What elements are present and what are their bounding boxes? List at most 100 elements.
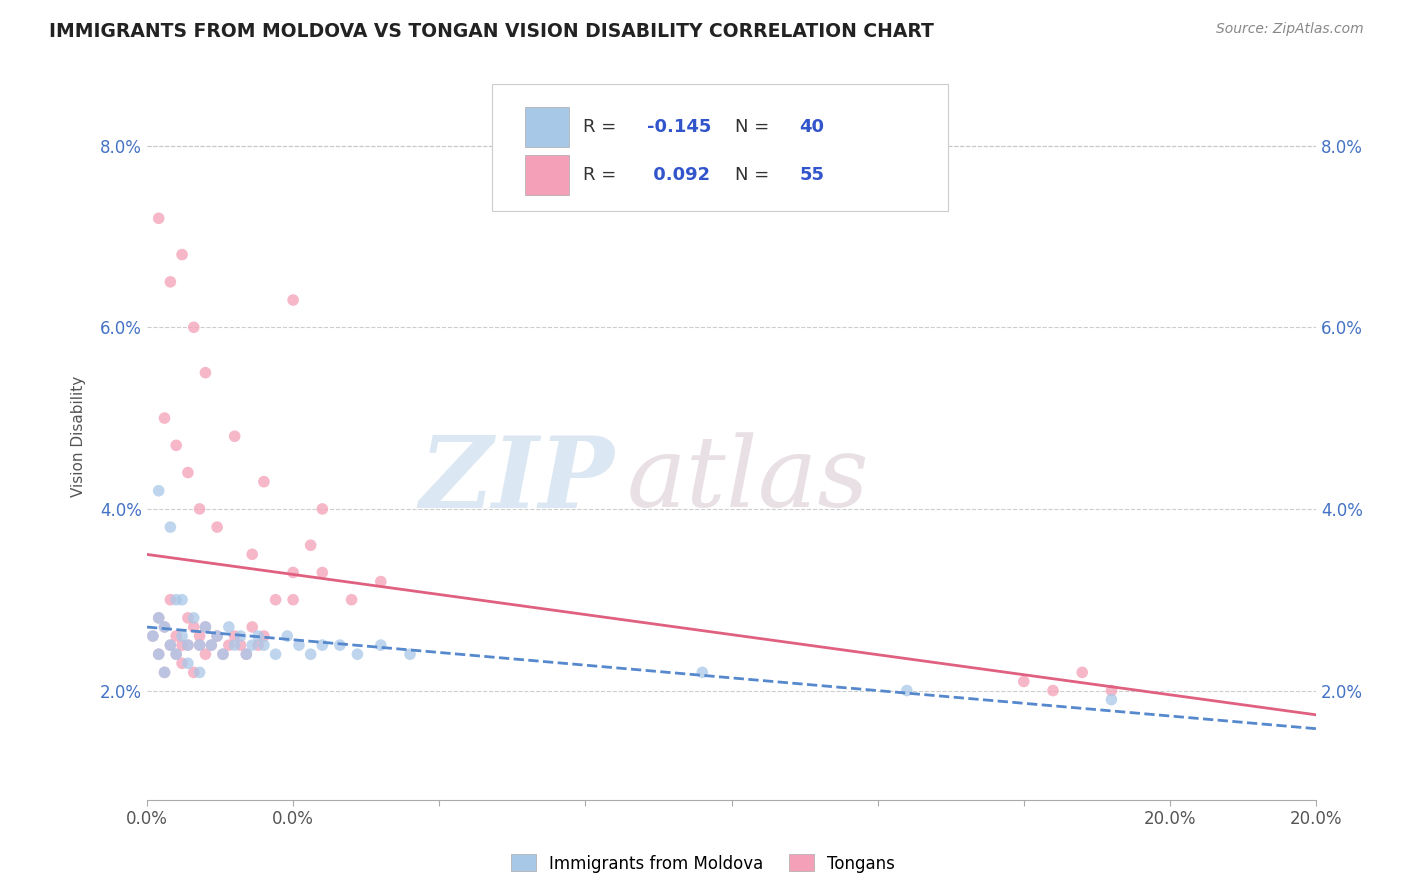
Point — [148, 211, 170, 226]
Point — [235, 647, 257, 661]
Point — [896, 683, 918, 698]
Point — [370, 574, 392, 589]
Point — [311, 502, 333, 516]
Point — [253, 638, 276, 652]
FancyBboxPatch shape — [524, 154, 569, 194]
Point — [264, 592, 287, 607]
Point — [229, 629, 252, 643]
Point — [212, 647, 235, 661]
Point — [188, 638, 211, 652]
Point — [188, 502, 211, 516]
Point — [194, 366, 217, 380]
Text: ZIP: ZIP — [419, 432, 614, 528]
Point — [281, 293, 304, 307]
Point — [281, 566, 304, 580]
Point — [346, 647, 368, 661]
Point — [188, 638, 211, 652]
Point — [205, 520, 228, 534]
Text: -0.145: -0.145 — [647, 119, 711, 136]
Text: Source: ZipAtlas.com: Source: ZipAtlas.com — [1216, 22, 1364, 37]
Point — [1071, 665, 1094, 680]
Point — [240, 638, 263, 652]
Point — [224, 429, 246, 443]
Text: 0.092: 0.092 — [647, 166, 710, 184]
Point — [177, 611, 200, 625]
Point — [188, 629, 211, 643]
Point — [299, 538, 322, 552]
Point — [200, 638, 222, 652]
FancyBboxPatch shape — [524, 108, 569, 147]
Point — [218, 620, 240, 634]
Point — [142, 629, 165, 643]
Text: 55: 55 — [799, 166, 824, 184]
Text: N =: N = — [735, 166, 775, 184]
Point — [1012, 674, 1035, 689]
Point — [148, 611, 170, 625]
Point — [153, 665, 176, 680]
Point — [153, 620, 176, 634]
Text: atlas: atlas — [626, 433, 869, 527]
Point — [329, 638, 352, 652]
Point — [148, 611, 170, 625]
Point — [165, 438, 187, 452]
Text: IMMIGRANTS FROM MOLDOVA VS TONGAN VISION DISABILITY CORRELATION CHART: IMMIGRANTS FROM MOLDOVA VS TONGAN VISION… — [49, 22, 934, 41]
Point — [311, 638, 333, 652]
Point — [183, 611, 205, 625]
Point — [240, 547, 263, 561]
Point — [253, 629, 276, 643]
Point — [170, 657, 193, 671]
Point — [170, 629, 193, 643]
Point — [299, 647, 322, 661]
Point — [148, 483, 170, 498]
Point — [165, 647, 187, 661]
Point — [194, 647, 217, 661]
Point — [183, 665, 205, 680]
Point — [165, 592, 187, 607]
Point — [399, 647, 422, 661]
Point — [224, 638, 246, 652]
Point — [1042, 683, 1064, 698]
Point — [340, 592, 363, 607]
Point — [177, 466, 200, 480]
Point — [264, 647, 287, 661]
Point — [235, 647, 257, 661]
Point — [170, 638, 193, 652]
Point — [288, 638, 311, 652]
Point — [159, 638, 181, 652]
Point — [165, 647, 187, 661]
Point — [177, 638, 200, 652]
Point — [253, 475, 276, 489]
Point — [224, 629, 246, 643]
Point — [229, 638, 252, 652]
Point — [159, 520, 181, 534]
Point — [159, 592, 181, 607]
Point — [159, 638, 181, 652]
Point — [1099, 692, 1122, 706]
Point — [148, 647, 170, 661]
Point — [183, 320, 205, 334]
Point — [205, 629, 228, 643]
Point — [170, 247, 193, 261]
Point — [194, 620, 217, 634]
Point — [194, 620, 217, 634]
Y-axis label: Vision Disability: Vision Disability — [72, 376, 86, 497]
Point — [247, 638, 270, 652]
Text: N =: N = — [735, 119, 775, 136]
Point — [159, 275, 181, 289]
Text: R =: R = — [583, 166, 621, 184]
Point — [1099, 683, 1122, 698]
Text: R =: R = — [583, 119, 621, 136]
Point — [311, 566, 333, 580]
Point — [188, 665, 211, 680]
Point — [153, 411, 176, 425]
Point — [212, 647, 235, 661]
Legend: Immigrants from Moldova, Tongans: Immigrants from Moldova, Tongans — [505, 847, 901, 880]
Point — [170, 592, 193, 607]
Point — [240, 620, 263, 634]
Point — [148, 647, 170, 661]
Point — [276, 629, 298, 643]
FancyBboxPatch shape — [492, 84, 948, 211]
Point — [153, 665, 176, 680]
Point — [177, 638, 200, 652]
Point — [183, 620, 205, 634]
